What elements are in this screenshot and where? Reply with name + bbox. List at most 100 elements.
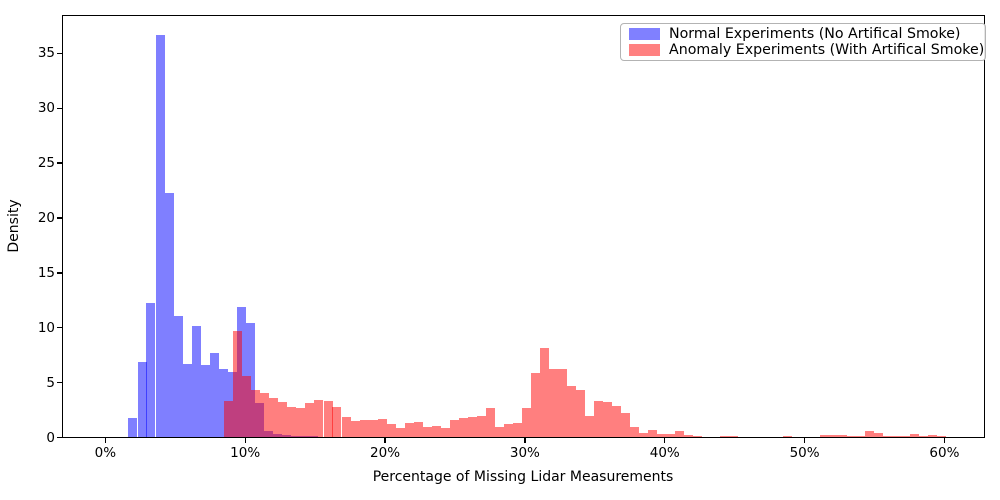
histogram-bar-anomaly (846, 435, 856, 438)
histogram-bar-anomaly (296, 407, 306, 438)
histogram-bar-anomaly (891, 436, 901, 438)
histogram-bar-anomaly (882, 436, 892, 438)
histogram-bar-anomaly (918, 436, 928, 438)
x-tick-mark (104, 438, 107, 443)
histogram-bar-anomaly (260, 392, 270, 438)
x-tick-mark (244, 438, 246, 443)
x-tick-label: 0% (94, 445, 117, 461)
histogram-bar-anomaly (359, 419, 369, 438)
histogram-bar-normal (155, 34, 165, 438)
histogram-bar-anomaly (774, 436, 784, 438)
histogram-bar-anomaly (404, 422, 414, 438)
histogram-bar-anomaly (729, 436, 739, 438)
y-tick-mark (57, 107, 62, 109)
histogram-bar-anomaly (233, 331, 243, 438)
histogram-bar-anomaly (548, 369, 558, 438)
y-axis-label: Density (6, 199, 22, 253)
histogram-bar-anomaly (476, 415, 486, 438)
histogram-bar-anomaly (269, 397, 279, 438)
histogram-bar-anomaly (413, 421, 423, 438)
histogram-bar-anomaly (395, 427, 405, 438)
histogram-bar-anomaly (566, 386, 576, 438)
y-tick-label: 15 (37, 264, 55, 281)
histogram-bar-anomaly (936, 436, 946, 438)
x-tick-mark (664, 438, 666, 443)
histogram-bar-anomaly (512, 422, 522, 438)
x-tick-mark (803, 438, 806, 443)
histogram-bar-anomaly (224, 401, 234, 438)
histogram-bar-anomaly (278, 402, 288, 438)
histogram-bar-anomaly (350, 421, 360, 438)
x-tick-label: 60% (929, 445, 960, 461)
y-tick-label: 10 (37, 319, 55, 336)
histogram-bar-anomaly (864, 430, 874, 438)
histogram-bar-anomaly (648, 430, 658, 438)
y-tick-label: 35 (37, 45, 55, 62)
histogram-bar-anomaly (332, 406, 342, 438)
y-tick-mark (57, 52, 62, 55)
histogram-bar-anomaly (422, 426, 432, 438)
histogram-bar-normal (218, 369, 228, 438)
histogram-bar-anomaly (368, 420, 378, 438)
histogram-bar-anomaly (242, 376, 252, 438)
histogram-bar-anomaly (900, 436, 910, 438)
y-tick-mark (57, 272, 62, 274)
x-tick-mark (943, 438, 946, 443)
y-tick-label: 5 (46, 374, 55, 391)
histogram-bar-normal (137, 361, 147, 438)
histogram-bar-anomaly (630, 426, 640, 438)
y-tick-label: 20 (37, 210, 55, 227)
histogram-bar-anomaly (873, 433, 883, 438)
x-tick-label: 20% (370, 445, 401, 461)
histogram-bar-anomaly (693, 436, 703, 438)
histogram-bar-anomaly (585, 415, 595, 438)
histogram-bar-anomaly (503, 423, 513, 438)
histogram-bar-anomaly (431, 425, 441, 438)
histogram-bar-normal (173, 315, 183, 438)
x-tick-label: 40% (649, 445, 680, 461)
histogram-bar-anomaly (314, 400, 324, 438)
x-tick-mark (384, 438, 386, 443)
x-tick-label: 10% (230, 445, 261, 461)
histogram-bar-anomaly (386, 424, 396, 438)
histogram-bar-anomaly (485, 407, 495, 438)
legend-entry-normal: Normal Experiments (No Artifical Smoke) (629, 26, 977, 42)
histogram-bar-anomaly (792, 436, 802, 438)
histogram-bar-anomaly (657, 434, 667, 438)
legend-swatch-normal (629, 28, 660, 40)
y-tick-label: 25 (37, 155, 55, 172)
x-tick-label: 30% (509, 445, 540, 461)
legend-entry-anomaly: Anomaly Experiments (With Artifical Smok… (629, 42, 984, 58)
histogram-bar-anomaly (467, 417, 477, 438)
histogram-bar-anomaly (440, 427, 450, 438)
y-tick-label: 0 (46, 429, 55, 446)
x-axis-label: Percentage of Missing Lidar Measurements (372, 469, 674, 485)
y-tick-mark (57, 381, 62, 384)
y-tick-mark (57, 436, 62, 439)
histogram-bar-anomaly (576, 390, 586, 438)
legend-label-normal: Normal Experiments (No Artifical Smoke) (669, 26, 961, 42)
histogram-bar-anomaly (927, 434, 937, 438)
histogram-bar-anomaly (287, 406, 297, 438)
histogram-bar-anomaly (458, 418, 468, 438)
y-tick-label: 30 (37, 100, 55, 117)
histogram-bar-anomaly (639, 433, 649, 438)
histogram-bar-anomaly (828, 435, 838, 438)
histogram-bar-anomaly (666, 434, 676, 438)
histogram-bar-normal (209, 353, 219, 438)
histogram-bar-normal (182, 363, 192, 438)
histogram-bar-normal (191, 325, 201, 438)
histogram-bar-anomaly (612, 405, 622, 438)
histogram-bar-anomaly (341, 416, 351, 438)
histogram-bar-anomaly (819, 435, 829, 438)
y-tick-mark (57, 327, 62, 329)
legend-swatch-anomaly (629, 44, 660, 56)
histogram-bar-anomaly (783, 436, 793, 438)
histogram-bar-normal (128, 417, 138, 438)
histogram-bar-anomaly (494, 426, 504, 438)
legend: Normal Experiments (No Artifical Smoke) … (620, 23, 986, 61)
histogram-bar-anomaly (449, 419, 459, 438)
y-tick-mark (57, 217, 62, 219)
histogram-bar-anomaly (594, 401, 604, 438)
